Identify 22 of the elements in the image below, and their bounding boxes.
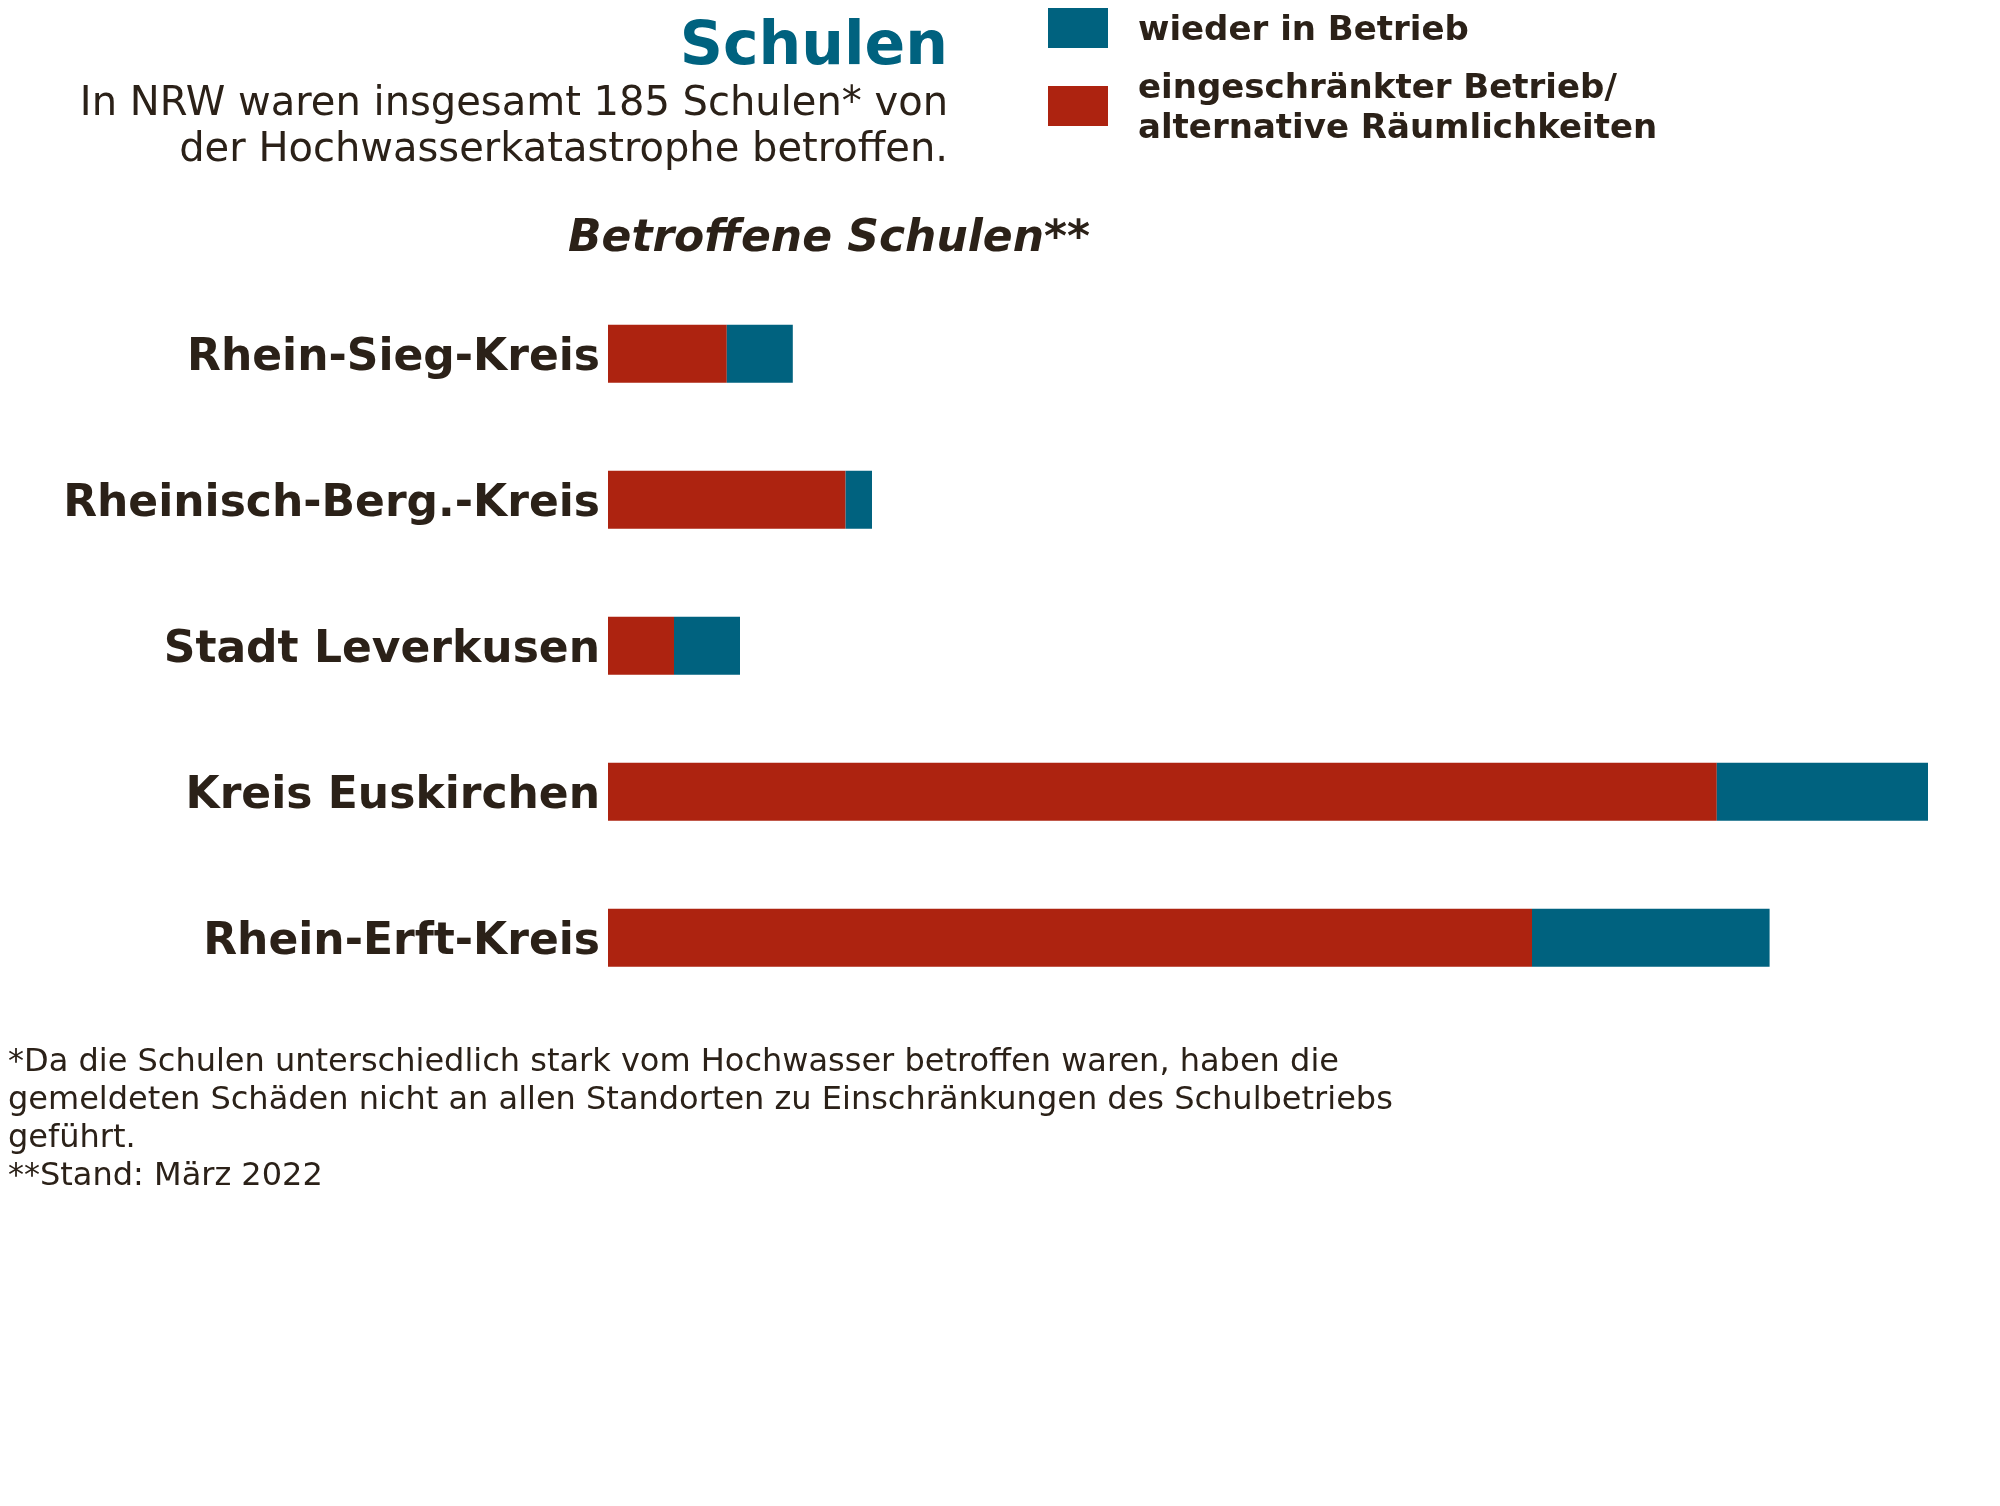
bar bbox=[608, 324, 727, 383]
y-tick-label: Kreis Euskirchen bbox=[185, 766, 600, 818]
bar bbox=[845, 470, 872, 529]
bar bbox=[608, 762, 1717, 821]
bar bbox=[608, 908, 1532, 967]
chart-title: Schulen bbox=[678, 8, 948, 78]
bar bbox=[608, 470, 846, 529]
y-tick-label: Stadt Leverkusen bbox=[163, 620, 600, 672]
bar bbox=[1532, 908, 1770, 967]
chart-subtitle: In NRW waren insgesamt 185 Schulen* von der Hochwasserkatastrophe betroffen. bbox=[78, 78, 948, 170]
legend-label: eingeschränkter Betrieb/ alternative Räumlichkeiten bbox=[1138, 66, 1658, 146]
text: **Stand: März 2022 bbox=[8, 1155, 324, 1193]
y-tick-label: Rhein-Erft-Kreis bbox=[203, 912, 600, 964]
y-tick-label: Rheinisch-Berg.-Kreis bbox=[63, 474, 600, 526]
bar bbox=[726, 324, 793, 383]
y-tick-label: Rhein-Sieg-Kreis bbox=[187, 328, 600, 380]
legend-label: wieder in Betrieb bbox=[1138, 8, 1469, 48]
bar bbox=[608, 616, 674, 675]
text: *Da die Schulen unterschiedlich stark vom Hochwasser betroffen waren, haben die gemeldeten Schäden nicht an allen Standorten zu Einschränkungen des Schulbetriebs geführt. bbox=[8, 1041, 1394, 1155]
bar bbox=[674, 616, 740, 675]
bar bbox=[1716, 762, 1928, 821]
text: Betroffene Schulen** bbox=[568, 210, 1091, 261]
